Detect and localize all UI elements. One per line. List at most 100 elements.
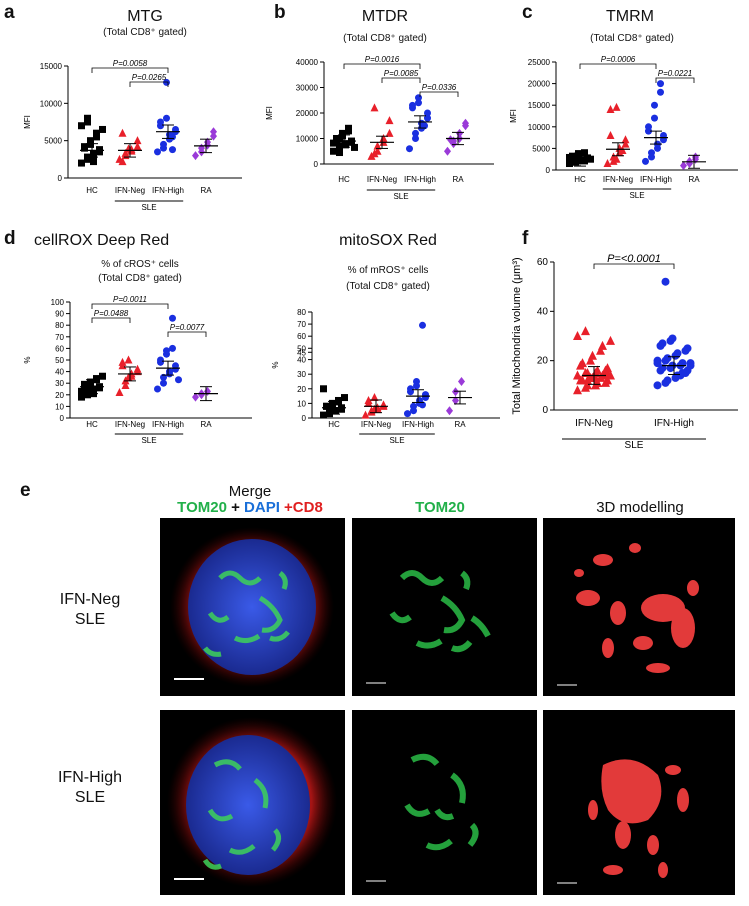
y-tick-label: 45 bbox=[297, 348, 306, 357]
tom20-legend: TOM20 bbox=[177, 499, 227, 516]
category-label: IFN-Neg bbox=[603, 175, 633, 184]
data-point bbox=[118, 357, 127, 366]
y-tick-label: 30 bbox=[297, 370, 306, 379]
data-point bbox=[336, 135, 343, 143]
significance-bracket bbox=[91, 67, 169, 73]
panel-a-title: MTG bbox=[127, 8, 163, 25]
y-tick-label: 0 bbox=[542, 405, 548, 416]
data-point bbox=[404, 410, 411, 418]
category-label: HC bbox=[86, 420, 98, 429]
data-point bbox=[99, 372, 106, 380]
data-point bbox=[653, 359, 662, 368]
category-label: IFN-High bbox=[404, 175, 436, 184]
data-point bbox=[419, 401, 426, 409]
data-point bbox=[606, 130, 615, 139]
category-label: IFN-Neg bbox=[115, 186, 145, 195]
data-point bbox=[133, 142, 142, 151]
tom20-cell-image bbox=[389, 570, 491, 653]
y-tick-label: 60 bbox=[55, 344, 64, 353]
y-tick-label: 80 bbox=[297, 308, 306, 317]
scale-bar bbox=[174, 878, 204, 880]
significance-bracket bbox=[655, 77, 695, 83]
row-label-ifn-high: IFN-High SLE bbox=[30, 768, 150, 808]
data-point bbox=[413, 377, 420, 385]
row-label-ifn-neg-line2: SLE bbox=[74, 611, 106, 628]
y-axis-label: MFI bbox=[509, 109, 518, 123]
y-tick-label: 20000 bbox=[528, 80, 551, 89]
dapi-legend: DAPI bbox=[244, 499, 280, 516]
cd8-legend: +CD8 bbox=[284, 499, 323, 516]
data-point bbox=[351, 143, 358, 151]
data-point bbox=[645, 123, 652, 131]
data-point bbox=[175, 376, 182, 384]
data-point bbox=[84, 118, 91, 126]
data-point bbox=[658, 339, 667, 348]
data-point bbox=[160, 140, 167, 148]
data-point bbox=[409, 101, 416, 109]
y-tick-label: 0 bbox=[314, 160, 319, 169]
data-point bbox=[330, 147, 337, 155]
row-label-ifn-neg: IFN-Neg SLE bbox=[30, 590, 150, 630]
panel-b-letter: b bbox=[274, 2, 286, 23]
y-tick-label: 5000 bbox=[44, 137, 62, 146]
y-tick-label: 0 bbox=[302, 414, 307, 423]
model-header: 3D modelling bbox=[596, 499, 684, 516]
panel-d-letter: d bbox=[4, 228, 16, 249]
category-label: RA bbox=[688, 175, 700, 184]
data-point bbox=[573, 331, 582, 340]
data-point bbox=[361, 410, 370, 419]
data-point bbox=[444, 146, 451, 156]
data-point bbox=[84, 388, 91, 396]
data-point bbox=[87, 137, 94, 145]
data-point bbox=[339, 129, 346, 137]
data-point bbox=[364, 395, 373, 404]
category-label: HC bbox=[86, 186, 98, 195]
data-point bbox=[124, 355, 133, 364]
y-tick-label: 20 bbox=[55, 391, 64, 400]
data-point bbox=[330, 139, 337, 147]
data-point bbox=[653, 381, 662, 390]
y-tick-label: 10000 bbox=[40, 99, 63, 108]
significance-bracket bbox=[381, 77, 421, 83]
data-point bbox=[160, 373, 167, 381]
data-point bbox=[93, 375, 100, 383]
category-label: IFN-Neg bbox=[115, 420, 145, 429]
panel-d-subtitle-2: (Total CD8⁺ gated) bbox=[98, 273, 182, 284]
sle-group-label: SLE bbox=[141, 203, 156, 212]
sle-group-label: SLE bbox=[629, 191, 644, 200]
data-point bbox=[583, 368, 592, 377]
panel-d2-title: mitoSOX Red bbox=[339, 232, 437, 249]
y-tick-label: 20 bbox=[297, 385, 306, 394]
y-axis-label: % bbox=[271, 361, 280, 368]
data-point bbox=[603, 375, 612, 385]
data-point bbox=[78, 159, 85, 167]
data-point bbox=[598, 340, 607, 350]
scale-bar bbox=[557, 684, 577, 686]
data-point bbox=[421, 122, 428, 130]
significance-bracket bbox=[593, 263, 675, 269]
significance-bracket bbox=[167, 331, 207, 337]
data-point bbox=[385, 116, 394, 125]
data-point bbox=[93, 129, 100, 137]
micrograph-tom20-ifn-neg bbox=[352, 518, 537, 696]
data-point bbox=[612, 154, 621, 163]
panel-d2-subtitle-2: (Total CD8⁺ gated) bbox=[346, 281, 430, 292]
y-tick-label: 30 bbox=[55, 379, 64, 388]
row-label-ifn-high-line1: IFN-High bbox=[57, 769, 122, 786]
p-value-label: P=0.0336 bbox=[422, 83, 457, 92]
significance-bracket bbox=[91, 303, 169, 309]
data-point bbox=[642, 157, 649, 165]
y-tick-label: 0 bbox=[546, 166, 551, 175]
category-label: RA bbox=[454, 420, 466, 429]
data-point bbox=[566, 153, 573, 161]
data-point bbox=[341, 394, 348, 402]
p-value-label: P=0.0058 bbox=[113, 59, 148, 68]
chart-mtg: 0 5000 10000 15000 MFI HC IFN-Neg IFN-High RA SLE… bbox=[23, 59, 242, 212]
data-point bbox=[578, 358, 587, 368]
significance-bracket bbox=[579, 63, 657, 69]
plus-sign: + bbox=[231, 499, 240, 516]
data-point bbox=[686, 361, 695, 370]
data-point bbox=[419, 321, 426, 329]
data-point bbox=[458, 376, 465, 386]
data-point bbox=[651, 114, 658, 122]
